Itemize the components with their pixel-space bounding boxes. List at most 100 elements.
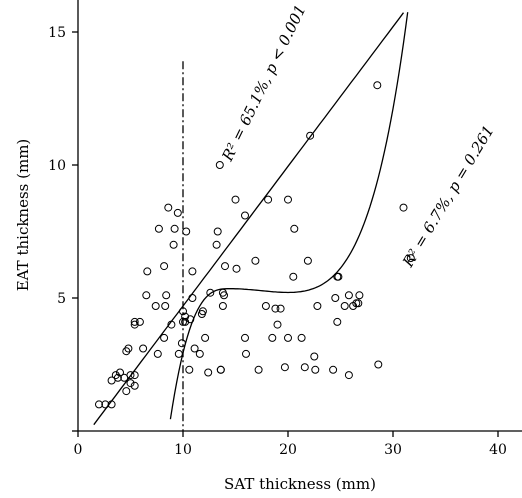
data-point <box>311 365 320 374</box>
data-point <box>188 267 197 276</box>
data-point <box>406 254 415 263</box>
data-point <box>173 208 182 217</box>
cubic-fit-line <box>169 12 409 420</box>
data-point <box>333 317 342 326</box>
data-point <box>206 288 215 297</box>
linear-fit-line <box>93 12 405 426</box>
data-point <box>188 294 197 302</box>
x-axis-title: SAT thickness (mm) <box>224 475 376 493</box>
data-point <box>254 365 263 374</box>
data-point <box>153 349 162 358</box>
data-point <box>352 299 361 308</box>
data-point <box>344 371 353 380</box>
data-point <box>271 304 280 313</box>
data-point <box>329 365 338 374</box>
data-point <box>170 224 179 233</box>
data-point <box>264 195 273 204</box>
data-point <box>289 272 298 281</box>
data-point <box>124 344 133 353</box>
data-point <box>241 333 249 342</box>
data-point <box>297 333 306 342</box>
data-point <box>276 304 285 313</box>
data-point <box>126 371 135 380</box>
linear-fit-label: R² = 65.1%, p < 0.001 <box>218 2 310 165</box>
data-point <box>130 371 139 380</box>
data-point <box>242 349 250 358</box>
x-tick-label: 10 <box>174 442 192 458</box>
data-point <box>290 224 299 233</box>
data-point <box>201 333 210 342</box>
data-point <box>198 307 207 316</box>
data-point <box>182 227 191 236</box>
data-point <box>167 320 176 329</box>
data-point <box>113 373 122 382</box>
data-point <box>164 203 173 212</box>
data-point <box>204 368 213 377</box>
data-point <box>373 81 382 90</box>
data-point <box>151 302 160 310</box>
data-point <box>116 368 124 377</box>
fit-curves <box>93 12 409 426</box>
data-point <box>284 195 292 204</box>
data-point <box>273 320 282 329</box>
data-point <box>212 240 221 249</box>
data-point <box>354 299 363 308</box>
data-point <box>174 349 183 358</box>
data-point <box>111 371 120 380</box>
data-point <box>218 302 227 310</box>
data-point <box>221 262 229 271</box>
data-point <box>161 302 170 310</box>
data-point <box>251 256 260 265</box>
x-tick-label: 40 <box>489 442 507 458</box>
x-tick-label: 20 <box>279 442 297 458</box>
data-point <box>154 224 163 233</box>
data-point <box>130 317 139 326</box>
data-point <box>101 400 110 409</box>
data-point <box>126 379 135 388</box>
data-point <box>300 363 309 372</box>
data-point <box>143 267 152 276</box>
data-point <box>241 211 249 220</box>
data-point <box>340 302 349 310</box>
data-point <box>122 347 131 356</box>
data-point <box>334 272 343 281</box>
x-tick-label: 0 <box>74 442 83 458</box>
data-point <box>215 161 224 169</box>
data-point <box>216 365 225 374</box>
data-point <box>231 195 240 204</box>
data-point <box>313 302 322 310</box>
data-point <box>139 344 148 353</box>
data-point <box>160 262 169 271</box>
data-point <box>374 360 383 369</box>
data-point <box>135 317 144 326</box>
data-point <box>107 400 116 409</box>
data-point <box>399 203 408 212</box>
y-tick-label: 10 <box>48 158 66 174</box>
data-point <box>331 294 340 302</box>
data-point <box>306 131 315 140</box>
data-point <box>232 264 241 273</box>
scatter-points <box>95 81 415 409</box>
data-point <box>344 291 353 300</box>
data-point <box>179 307 187 316</box>
data-point <box>268 333 277 342</box>
x-tick-label: 30 <box>384 442 402 458</box>
data-point <box>95 400 103 409</box>
data-point <box>190 344 199 353</box>
data-point <box>177 339 186 348</box>
data-point <box>284 333 292 342</box>
data-point <box>130 381 139 390</box>
data-point <box>162 291 171 300</box>
data-point <box>142 291 151 300</box>
data-point <box>185 365 194 374</box>
data-point <box>303 256 312 265</box>
cubic-fit-label: R² = 6.7%, p = 0.261 <box>398 122 497 271</box>
y-ticks: 5 10 15 <box>48 25 78 432</box>
data-point <box>160 333 169 342</box>
data-point <box>280 363 289 372</box>
plot-area: 0 10 20 30 40 5 10 15 R² = 65.1%, p < 0.001 R²… <box>48 0 522 458</box>
data-point <box>169 240 178 249</box>
data-point <box>181 317 190 326</box>
data-point <box>220 291 228 300</box>
